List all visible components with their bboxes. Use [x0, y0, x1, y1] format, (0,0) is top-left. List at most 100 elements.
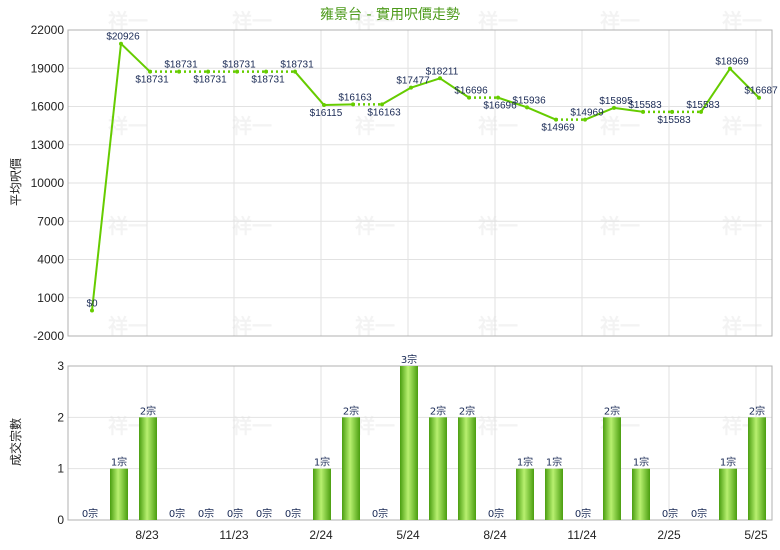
watermark-text: 祥一 [722, 9, 762, 33]
line-data-label: $14969 [541, 123, 575, 134]
bar [458, 417, 476, 520]
bar-data-label: 0宗 [662, 507, 678, 520]
line-segment [91, 43, 122, 311]
bar-chart-x-tick-label: 11/24 [567, 528, 596, 542]
line-chart-y-tick-label: 22000 [31, 23, 65, 37]
line-chart-series: $0 $20926 $18731 $18731 $18731 $18731 $18731 $1… [86, 32, 778, 313]
line-data-label: $16696 [454, 86, 488, 97]
line-data-label: $16163 [338, 92, 372, 103]
chart-title: 雍景台 - 實用呎價走勢 [320, 6, 460, 23]
line-data-label: $15583 [686, 100, 720, 111]
bar [429, 417, 447, 520]
line-chart-y-tick-label: 10000 [31, 176, 65, 190]
watermark-text: 祥一 [355, 9, 395, 33]
bar-data-label: 1宗 [517, 456, 533, 469]
watermark-text: 祥一 [355, 314, 395, 338]
line-data-label: $18731 [135, 75, 169, 86]
line-segment [323, 103, 354, 107]
line-chart-y-tick-label: 19000 [31, 61, 65, 75]
line-point [467, 95, 471, 100]
line-data-label: $16696 [483, 101, 517, 112]
watermark-text: 祥一 [355, 214, 395, 238]
bar-data-label: 1宗 [111, 456, 127, 469]
line-point [293, 69, 297, 74]
line-point [322, 103, 326, 108]
line-data-label: $16687 [744, 86, 778, 97]
line-point [438, 76, 442, 81]
bar [545, 468, 563, 520]
bar-data-label: 1宗 [314, 456, 330, 469]
watermark-text: 祥一 [232, 9, 272, 33]
watermark-text: 祥一 [232, 214, 272, 238]
watermark-text: 祥一 [232, 314, 272, 338]
line-point [641, 109, 645, 114]
bar-chart-frame [67, 365, 773, 521]
line-point [699, 109, 703, 114]
bar [603, 417, 621, 520]
line-chart-y-tick-label: 16000 [31, 100, 65, 114]
bar-chart-x-tick-label: 5/24 [396, 528, 420, 542]
bar-data-label: 3宗 [401, 353, 417, 366]
bar-chart-y-tick-label: 0 [57, 513, 64, 527]
watermark-text: 祥一 [232, 414, 272, 438]
line-point [206, 69, 210, 74]
line-data-label: $18731 [251, 75, 285, 86]
bar-data-label: 2宗 [140, 404, 156, 417]
watermark-text: 祥一 [108, 214, 148, 238]
watermark-text: 祥一 [600, 314, 640, 338]
bar-chart-y-tick-label: 1 [57, 462, 64, 476]
line-data-label: $18731 [222, 60, 256, 71]
watermark-text: 祥一 [232, 114, 272, 138]
bar [139, 417, 157, 520]
bar-chart-x-tick-label: 2/25 [657, 528, 681, 542]
line-segment [613, 106, 644, 113]
line-point [757, 95, 761, 100]
bar [516, 468, 534, 520]
bar-data-label: 2宗 [430, 404, 446, 417]
bar-data-label: 2宗 [459, 404, 475, 417]
bar-chart-y-axis-label: 成交宗數 [8, 418, 23, 466]
bar [748, 417, 766, 520]
bar-data-label: 0宗 [169, 507, 185, 520]
bar-data-label: 2宗 [604, 404, 620, 417]
bar-chart-series: 0宗 1宗 2宗 0宗 0宗 0宗 0宗 0宗 1宗 2宗 0宗 3宗 2宗 2宗 0宗 1宗 1宗 0宗 2宗 1宗… [82, 353, 766, 520]
line-point [351, 102, 355, 107]
bar-data-label: 1宗 [633, 456, 649, 469]
watermark-text: 祥一 [600, 9, 640, 33]
line-point [380, 102, 384, 107]
watermark-text: 祥一 [478, 214, 518, 238]
line-data-label: $17477 [396, 76, 430, 87]
line-data-label: $15583 [657, 115, 691, 126]
line-data-label: $15895 [599, 96, 633, 107]
line-data-label: $14969 [570, 108, 604, 119]
line-segment [526, 106, 557, 121]
bar-data-label: 2宗 [749, 404, 765, 417]
bar-chart-x-tick-label: 11/23 [219, 528, 248, 542]
bar-chart-axis: 0 1 2 3 8/23 11/23 2/24 5/24 8/24 11/24 2/25 5/25 [57, 359, 773, 542]
line-segment [584, 106, 615, 121]
line-point [148, 69, 152, 74]
line-segment [381, 86, 412, 106]
line-point [409, 85, 413, 90]
line-point [670, 109, 674, 114]
line-point [235, 69, 239, 74]
bar-data-label: 1宗 [546, 456, 562, 469]
bar [110, 468, 128, 520]
line-point [496, 95, 500, 100]
bar-data-label: 0宗 [372, 507, 388, 520]
watermark-text: 祥一 [478, 314, 518, 338]
line-chart-y-tick-label: 4000 [37, 253, 64, 267]
watermark-text: 祥一 [108, 314, 148, 338]
line-chart-y-axis-label: 平均呎價 [9, 158, 23, 206]
watermark-text: 祥一 [355, 114, 395, 138]
line-segment [120, 42, 151, 73]
line-data-label: $0 [86, 299, 98, 310]
bar [719, 468, 737, 520]
bar-data-label: 0宗 [82, 507, 98, 520]
bar [313, 468, 331, 520]
bar-data-label: 2宗 [343, 404, 359, 417]
line-chart-y-tick-label: 13000 [31, 138, 65, 152]
bar-chart-x-tick-label: 8/24 [483, 528, 507, 542]
line-point [583, 117, 587, 122]
